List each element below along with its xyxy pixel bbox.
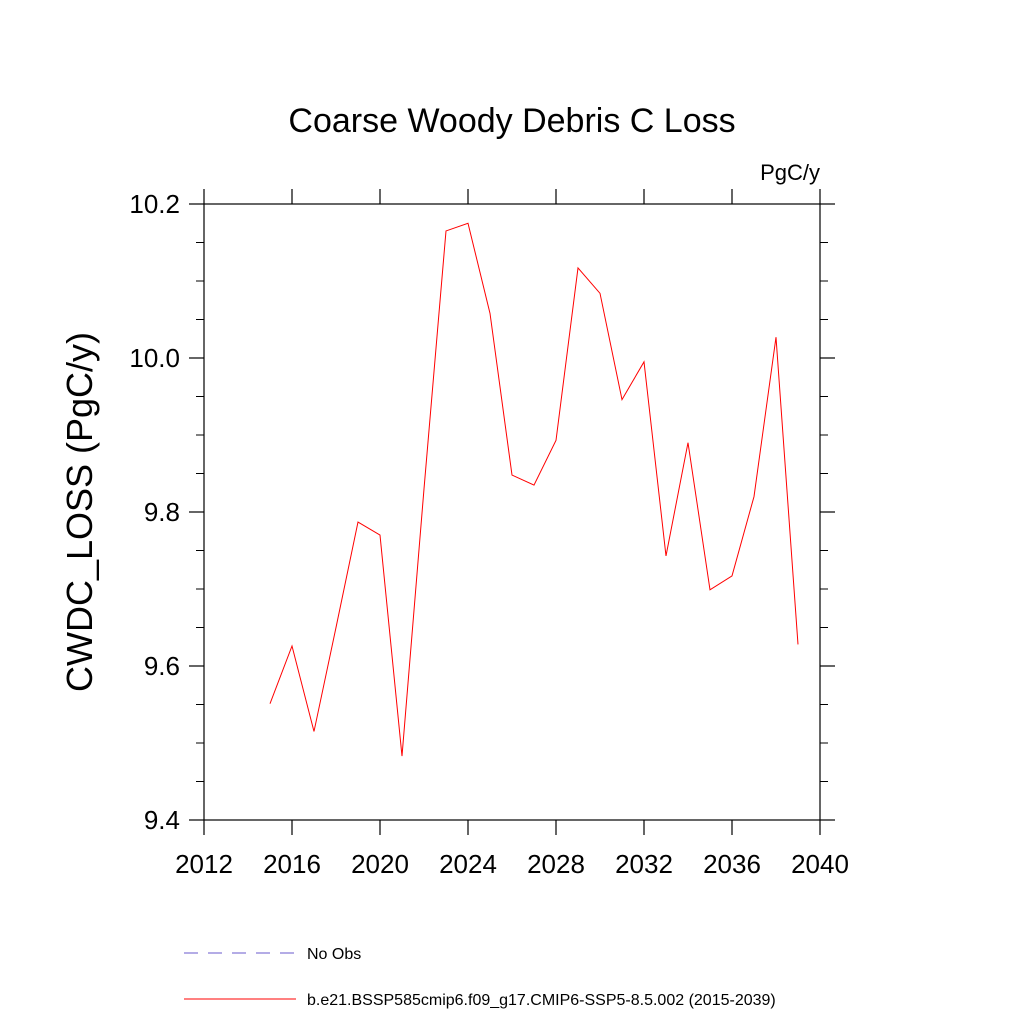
units-label: PgC/y	[760, 160, 820, 185]
x-tick-label: 2028	[527, 849, 585, 879]
y-tick-label: 10.2	[129, 189, 180, 219]
legend-label: No Obs	[307, 946, 361, 963]
x-tick-label: 2020	[351, 849, 409, 879]
x-tick-label: 2012	[175, 849, 233, 879]
x-tick-label: 2032	[615, 849, 673, 879]
x-tick-label: 2036	[703, 849, 761, 879]
legend: No Obs b.e21.BSSP585cmip6.f09_g17.CMIP6-S…	[184, 946, 776, 1009]
legend-label: b.e21.BSSP585cmip6.f09_g17.CMIP6-SSP5-8.…	[307, 992, 776, 1009]
series-line-0	[269, 222, 799, 757]
y-tick-label: 10.0	[129, 343, 180, 373]
y-axis-label: CWDC_LOSS (PgC/y)	[59, 332, 100, 692]
x-tick-label: 2040	[791, 849, 849, 879]
plot-frame	[203, 203, 821, 821]
x-tick-label: 2016	[263, 849, 321, 879]
x-tick-label: 2024	[439, 849, 497, 879]
chart-title: Coarse Woody Debris C Loss	[288, 102, 735, 140]
y-tick-label: 9.4	[144, 805, 180, 835]
y-tick-label: 9.8	[144, 497, 180, 527]
y-tick-label: 9.6	[144, 651, 180, 681]
